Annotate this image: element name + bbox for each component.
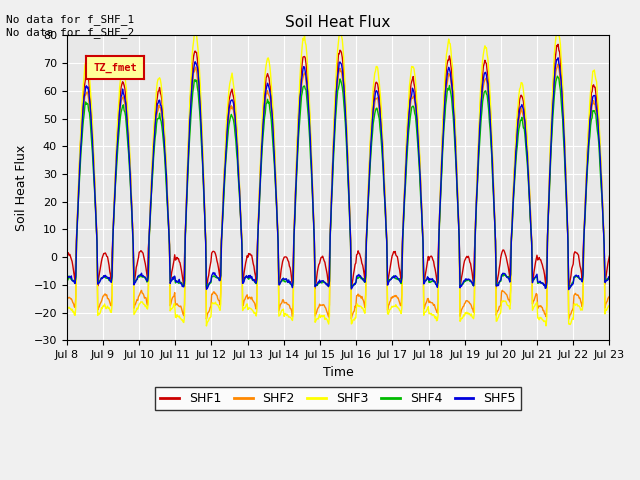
- SHF1: [73, 234, 81, 240]
- SHF4: [73, 238, 81, 244]
- SHF4: [605, 275, 613, 280]
- SHF2: [73, 232, 81, 238]
- Text: No data for f_SHF_1
No data for f_SHF_2: No data for f_SHF_1 No data for f_SHF_2: [6, 14, 134, 38]
- SHF4: [405, 128, 413, 134]
- SHF1: [405, 109, 413, 115]
- SHF2: [605, 293, 613, 299]
- SHF1: [184, 167, 191, 172]
- SHF2: [404, 132, 412, 138]
- SHF4: [420, 279, 428, 285]
- SHF5: [63, 275, 70, 281]
- X-axis label: Time: Time: [323, 366, 353, 379]
- SHF3: [203, 323, 211, 329]
- SHF1: [348, 287, 355, 292]
- SHF1: [212, 254, 220, 260]
- SHF4: [63, 275, 70, 281]
- Line: SHF3: SHF3: [67, 28, 609, 326]
- SHF5: [129, 222, 136, 228]
- SHF3: [554, 25, 561, 31]
- SHF4: [129, 228, 136, 233]
- SHF2: [63, 295, 70, 300]
- SHF1: [554, 41, 562, 47]
- SHF4: [184, 181, 191, 187]
- SHF5: [554, 55, 562, 60]
- SHF5: [420, 281, 428, 287]
- Text: TZ_fmet: TZ_fmet: [93, 62, 137, 73]
- SHF1: [420, 277, 428, 283]
- SHF4: [348, 285, 355, 290]
- SHF3: [73, 234, 81, 240]
- Legend: SHF1, SHF2, SHF3, SHF4, SHF5: SHF1, SHF2, SHF3, SHF4, SHF5: [156, 387, 521, 410]
- SHF5: [404, 128, 412, 134]
- SHF2: [212, 292, 220, 298]
- SHF1: [129, 220, 136, 226]
- SHF5: [184, 172, 191, 178]
- Y-axis label: Soil Heat Flux: Soil Heat Flux: [15, 145, 28, 231]
- SHF3: [184, 158, 191, 164]
- SHF2: [565, 316, 573, 322]
- SHF4: [212, 275, 220, 280]
- SHF5: [212, 273, 220, 279]
- SHF3: [420, 310, 428, 315]
- Title: Soil Heat Flux: Soil Heat Flux: [285, 15, 391, 30]
- Line: SHF2: SHF2: [67, 64, 609, 319]
- SHF5: [73, 236, 81, 241]
- Line: SHF4: SHF4: [67, 76, 609, 288]
- SHF3: [605, 302, 613, 308]
- SHF2: [184, 175, 191, 181]
- SHF3: [63, 305, 70, 311]
- SHF3: [405, 97, 413, 103]
- SHF2: [554, 61, 562, 67]
- SHF4: [554, 73, 561, 79]
- SHF2: [129, 221, 136, 227]
- SHF1: [63, 254, 70, 260]
- Line: SHF1: SHF1: [67, 44, 609, 289]
- Line: SHF5: SHF5: [67, 58, 609, 289]
- SHF5: [565, 287, 573, 292]
- SHF3: [129, 219, 136, 225]
- SHF1: [605, 253, 613, 259]
- SHF2: [420, 306, 428, 312]
- SHF5: [605, 275, 613, 280]
- SHF3: [213, 302, 221, 308]
